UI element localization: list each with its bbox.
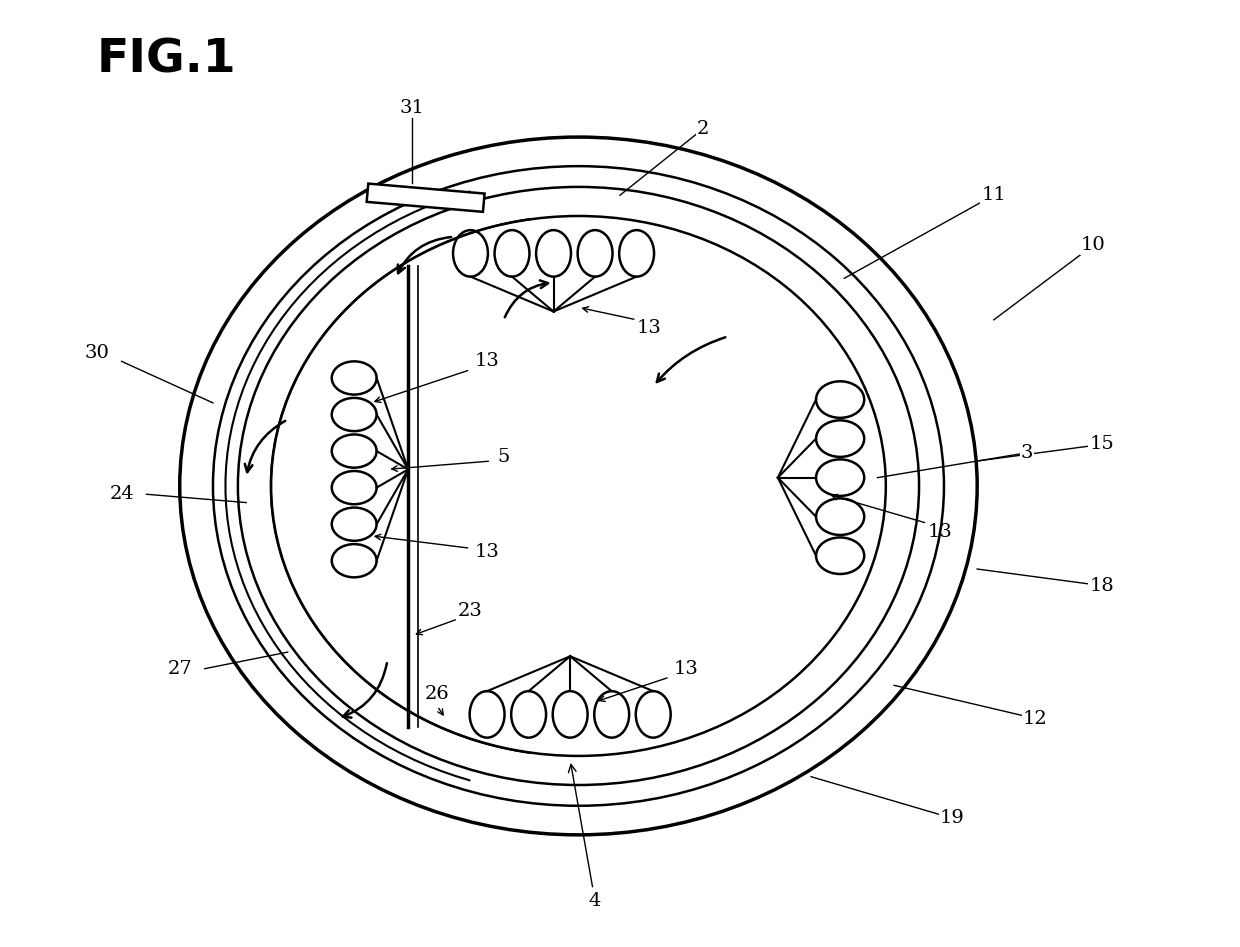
FancyArrowPatch shape [244,420,285,473]
Polygon shape [367,184,485,212]
Text: 5: 5 [497,448,510,466]
Text: 13: 13 [636,319,661,337]
Text: 4: 4 [568,764,601,910]
Text: 13: 13 [928,523,952,541]
Text: 27: 27 [167,660,192,678]
Text: 24: 24 [109,485,134,503]
Text: 3: 3 [1021,444,1033,462]
Text: 15: 15 [1090,436,1115,454]
FancyArrowPatch shape [342,663,387,718]
Text: 10: 10 [1081,236,1106,254]
Text: 31: 31 [399,99,425,117]
Text: 23: 23 [458,601,482,619]
Text: 13: 13 [675,660,699,678]
FancyArrowPatch shape [398,237,451,274]
FancyArrowPatch shape [657,337,725,382]
Text: 30: 30 [84,344,109,362]
Text: 12: 12 [1023,709,1048,727]
Text: 11: 11 [981,187,1006,205]
Text: 2: 2 [697,119,709,137]
Text: 26: 26 [425,685,450,703]
Text: 13: 13 [475,352,500,370]
Text: 13: 13 [475,544,500,562]
FancyArrowPatch shape [505,280,548,317]
Text: FIG.1: FIG.1 [97,37,237,82]
Text: 19: 19 [940,810,965,828]
Text: 18: 18 [1090,577,1115,595]
